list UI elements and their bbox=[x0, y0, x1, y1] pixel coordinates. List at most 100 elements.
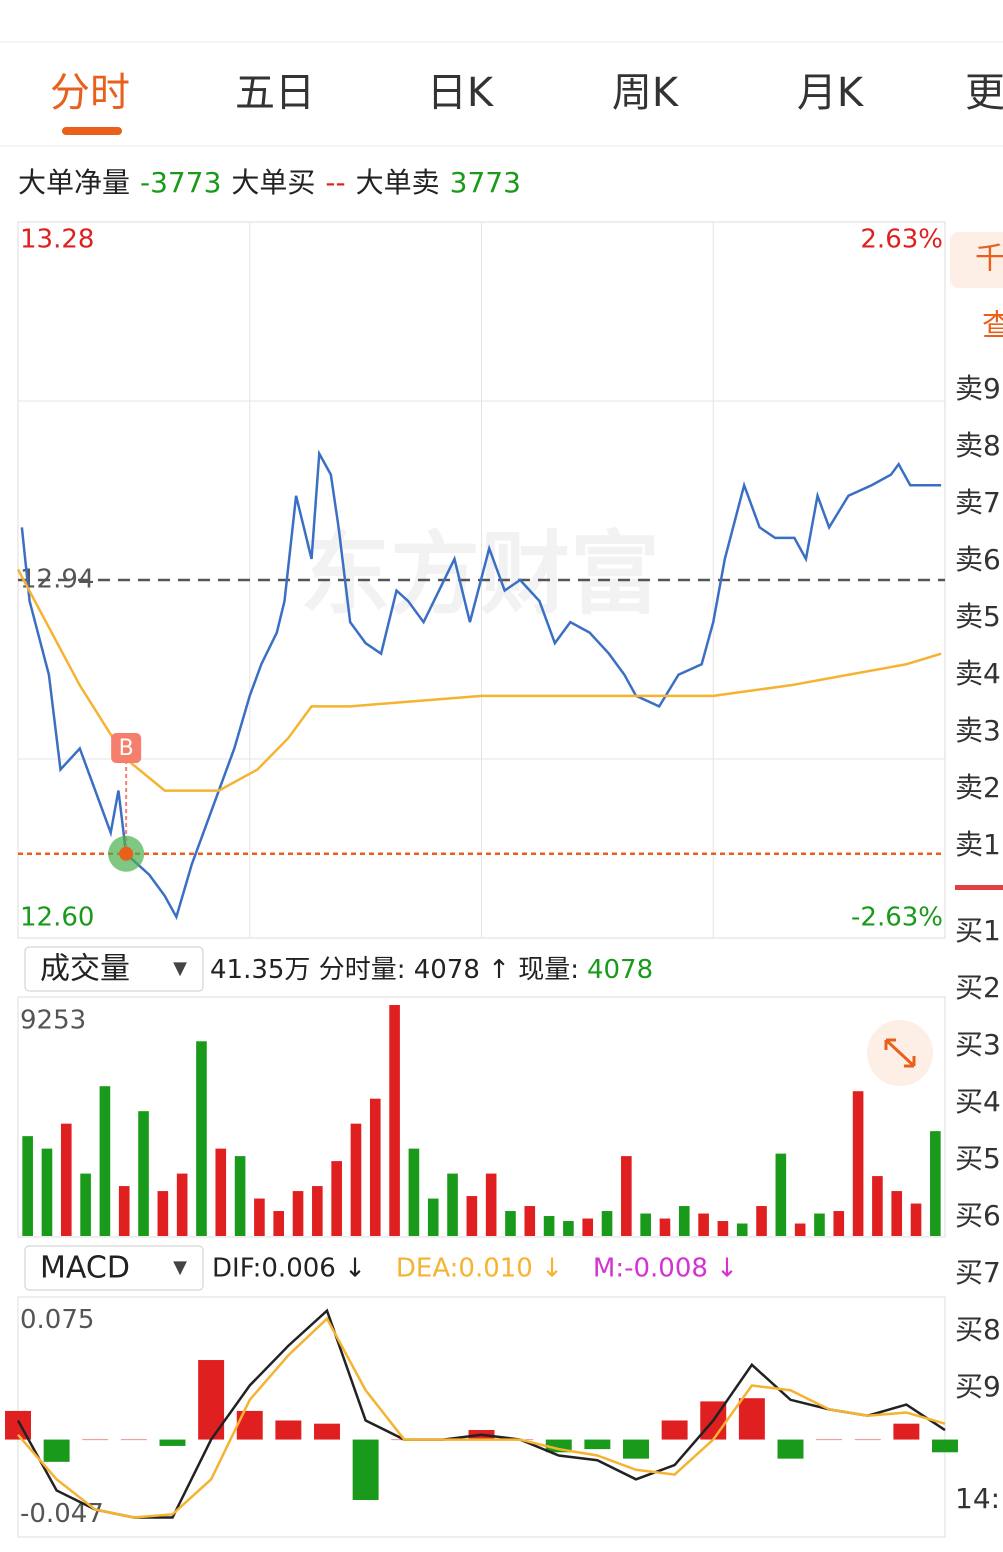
volume-bar bbox=[814, 1213, 825, 1236]
dea-line bbox=[17, 1316, 946, 1519]
volume-summary: 41.35万 分时量: 4078 ↑ 现量: bbox=[210, 955, 579, 985]
tab[interactable]: 月K bbox=[797, 70, 865, 116]
volume-bar bbox=[717, 1221, 729, 1236]
current-volume: 4078 bbox=[587, 955, 653, 985]
dropdown-box[interactable] bbox=[24, 946, 204, 992]
panel-title[interactable]: 成交量 bbox=[40, 952, 130, 987]
book-tab[interactable]: 查 bbox=[982, 309, 1003, 344]
expand-button[interactable] bbox=[867, 1020, 933, 1086]
volume-bar bbox=[621, 1156, 632, 1236]
sell-level: 卖8 bbox=[955, 429, 1001, 462]
y2-tick-label: -2.63% bbox=[851, 903, 943, 933]
dropdown-arrow[interactable]: ▼ bbox=[173, 1257, 187, 1278]
tab[interactable]: 五日 bbox=[235, 70, 315, 116]
macd-bar bbox=[623, 1439, 649, 1459]
tab-underline bbox=[62, 127, 122, 135]
price-line bbox=[20, 449, 942, 921]
volume-bar bbox=[640, 1213, 651, 1236]
panel-title[interactable]: MACD bbox=[40, 1251, 130, 1286]
watermark: 东方财富 bbox=[300, 522, 660, 627]
macd-bar bbox=[932, 1439, 958, 1453]
volume-bar bbox=[118, 1186, 130, 1236]
big-order-net: -3773 bbox=[140, 166, 221, 199]
volume-bar bbox=[756, 1206, 767, 1236]
big-order-info: 大单净量 -3773 大单买 -- 大单卖 3773 bbox=[18, 166, 521, 199]
volume-bar bbox=[408, 1148, 420, 1236]
volume-bar bbox=[41, 1148, 53, 1236]
big-order-sell: 3773 bbox=[450, 166, 521, 199]
volume-bar bbox=[736, 1223, 748, 1236]
big-order-net-label: 大单净量 bbox=[18, 166, 130, 199]
volume-bar bbox=[910, 1203, 922, 1236]
macd-bar bbox=[236, 1410, 263, 1440]
buy-level: 买1 bbox=[955, 914, 1001, 947]
volume-bar bbox=[930, 1131, 941, 1236]
expand-icon bbox=[884, 1038, 916, 1068]
volume-bar bbox=[543, 1216, 555, 1236]
macd-bar bbox=[738, 1398, 765, 1440]
y2-tick-label: 2.63% bbox=[860, 225, 943, 255]
volume-bar bbox=[524, 1206, 536, 1236]
y-tick-label: 13.28 bbox=[20, 225, 94, 255]
buy-level: 买8 bbox=[955, 1313, 1001, 1346]
legend-entry: DIF:0.006 ↓ bbox=[212, 1254, 366, 1284]
volume-bar bbox=[99, 1086, 111, 1236]
volume-bar bbox=[196, 1041, 207, 1236]
macd-bar bbox=[120, 1439, 147, 1441]
sell-level: 卖9 bbox=[955, 372, 1001, 405]
volume-bar bbox=[466, 1196, 478, 1236]
big-order-sell-label: 大单卖 bbox=[356, 166, 440, 199]
volume-bar bbox=[138, 1111, 149, 1236]
tab-bg bbox=[950, 232, 1003, 288]
volume-bar bbox=[176, 1173, 188, 1236]
tab[interactable]: 周K bbox=[612, 70, 680, 116]
macd-bar bbox=[314, 1423, 340, 1440]
sell-level: 卖2 bbox=[955, 771, 1001, 804]
volume-bar bbox=[331, 1161, 342, 1236]
volume-bar bbox=[427, 1198, 439, 1236]
volume-bar bbox=[60, 1123, 72, 1236]
volume-bar bbox=[389, 1005, 400, 1236]
volume-bar bbox=[254, 1198, 265, 1236]
volume-bar bbox=[292, 1191, 304, 1236]
buy-level: 买4 bbox=[955, 1085, 1001, 1118]
big-order-buy-label: 大单买 bbox=[231, 166, 315, 199]
sell-level: 卖5 bbox=[955, 600, 1001, 633]
dropdown-arrow[interactable]: ▼ bbox=[173, 958, 187, 979]
volume-bar bbox=[794, 1223, 806, 1236]
sell-level: 卖3 bbox=[955, 714, 1001, 747]
tab[interactable]: 日K bbox=[427, 70, 495, 116]
tab[interactable]: 更 bbox=[965, 70, 1003, 116]
macd-bar bbox=[777, 1439, 804, 1459]
buy-level: 买2 bbox=[955, 971, 1001, 1004]
dropdown-box[interactable] bbox=[24, 1245, 204, 1291]
volume-bar bbox=[22, 1136, 33, 1236]
buy-level: 买5 bbox=[955, 1142, 1001, 1175]
volume-bar bbox=[350, 1123, 362, 1236]
buy-level: 买7 bbox=[955, 1256, 1001, 1289]
macd-bar bbox=[82, 1439, 109, 1441]
volume-frame bbox=[17, 996, 946, 1238]
book-tab[interactable]: 千 bbox=[975, 242, 1003, 277]
volume-bar bbox=[582, 1218, 594, 1236]
big-order-buy: -- bbox=[325, 166, 345, 199]
buy-level: 买9 bbox=[955, 1370, 1001, 1403]
y-tick-label: 12.94 bbox=[20, 565, 94, 595]
trade-marker bbox=[119, 846, 134, 861]
macd-bar bbox=[854, 1439, 881, 1441]
sell-level: 卖1 bbox=[955, 828, 1001, 861]
volume-bar bbox=[80, 1173, 91, 1236]
sell-level: 卖7 bbox=[955, 486, 1001, 519]
tab[interactable]: 分时 bbox=[50, 70, 130, 116]
y-tick-label: 9253 bbox=[20, 1006, 86, 1036]
volume-bar bbox=[157, 1191, 169, 1236]
volume-bar bbox=[601, 1211, 613, 1236]
macd-bar bbox=[893, 1423, 920, 1440]
volume-bar bbox=[775, 1153, 787, 1236]
macd-bar bbox=[661, 1420, 688, 1440]
sell-level: 卖6 bbox=[955, 543, 1001, 576]
macd-bar bbox=[159, 1439, 186, 1446]
volume-bar bbox=[312, 1186, 323, 1236]
